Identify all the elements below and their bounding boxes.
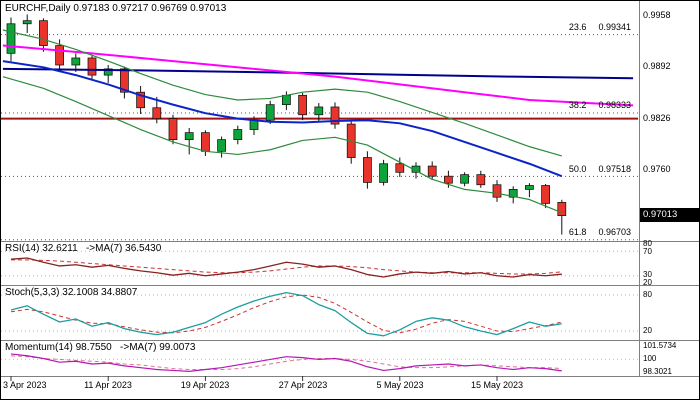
momentum-axis-label: 100 xyxy=(643,354,657,363)
time-axis[interactable]: 3 Apr 2023 11 Apr 2023 19 Apr 2023 27 Ap… xyxy=(1,377,699,399)
momentum-axis-label: 101.5734 xyxy=(643,341,677,350)
fib-level-label: 23.6 0.99341 xyxy=(568,22,631,32)
rsi-axis-label: 80 xyxy=(643,239,652,248)
price-axis-label: 0.9892 xyxy=(643,61,671,71)
stoch-axis-label: 80 xyxy=(643,290,652,299)
date-label: 5 May 2023 xyxy=(376,380,424,390)
rsi-header: RSI(14) 32.6211 ->MA(7) 36.5430 xyxy=(5,243,162,254)
momentum-axis-label: 98.3021 xyxy=(643,367,672,376)
date-label: 3 Apr 2023 xyxy=(3,380,47,390)
chart-symbol-header: EURCHF,Daily 0.97183 0.97217 0.96769 0.9… xyxy=(5,3,227,14)
date-label: 27 Apr 2023 xyxy=(278,380,328,390)
rsi-axis-label: 20 xyxy=(643,278,652,287)
fib-level-label: 61.8 0.96703 xyxy=(568,227,631,237)
stoch-axis-label: 20 xyxy=(643,326,652,335)
price-axis-label: 0.9760 xyxy=(643,164,671,174)
current-price-badge: 0.97013 xyxy=(640,208,699,222)
date-label: 15 May 2023 xyxy=(470,380,524,390)
price-axis[interactable] xyxy=(639,1,699,377)
fib-level-label: 50.0 0.97518 xyxy=(568,164,631,174)
rsi-axis-label: 30 xyxy=(643,270,652,279)
stoch-header: Stoch(5,3,3) 32.1008 34.8807 xyxy=(5,287,138,298)
price-axis-label: 0.9826 xyxy=(643,113,671,123)
date-label: 11 Apr 2023 xyxy=(84,380,132,390)
price-axis-label: 0.9958 xyxy=(643,10,671,20)
rsi-axis-label: 70 xyxy=(643,247,652,256)
momentum-header: Momentum(14) 98.7550 ->MA(7) 99.0073 xyxy=(5,342,196,353)
date-label: 19 Apr 2023 xyxy=(180,380,230,390)
fib-level-label: 38.2 0.98333 xyxy=(568,100,631,110)
